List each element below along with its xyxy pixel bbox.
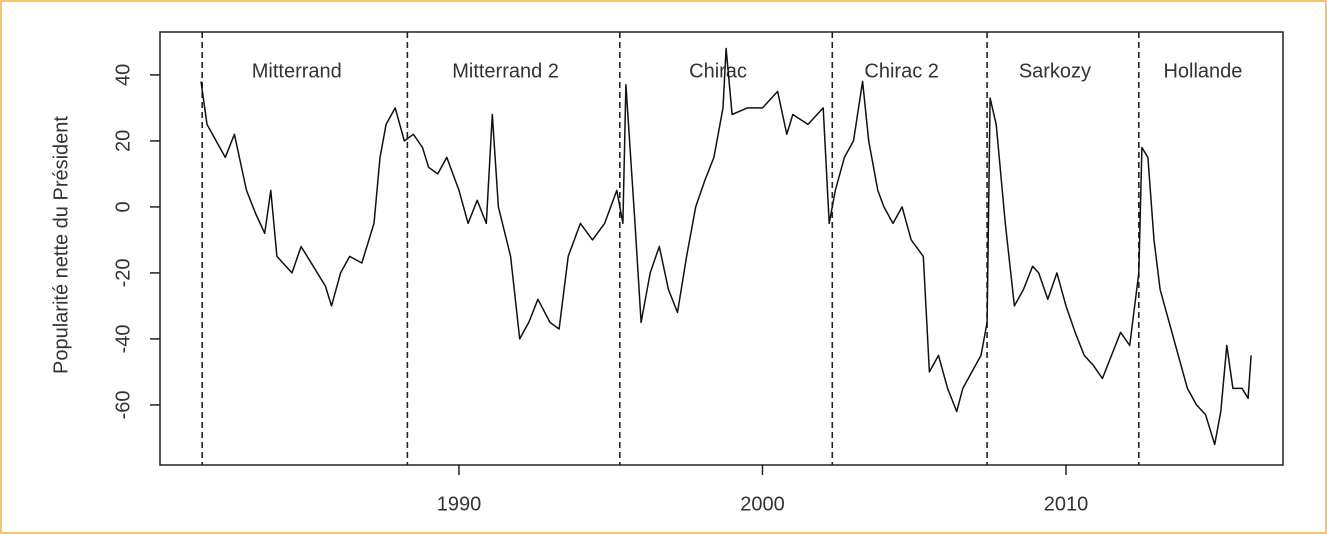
- term-label: Chirac 2: [864, 60, 938, 82]
- y-tick-label: -40: [112, 324, 134, 353]
- plot-frame: [159, 31, 1284, 466]
- x-tick-label: 1990: [437, 493, 482, 515]
- x-tick-label: 2000: [740, 493, 785, 515]
- term-label: Mitterrand 2: [452, 60, 559, 82]
- term-label: Sarkozy: [1019, 60, 1091, 82]
- x-tick-label: 2010: [1044, 493, 1089, 515]
- y-axis-label: Popularité nette du Président: [50, 116, 72, 374]
- y-tick-label: -60: [112, 390, 134, 419]
- y-tick-label: -20: [112, 258, 134, 287]
- y-tick-label: 20: [112, 130, 134, 152]
- line-series: [200, 47, 1252, 446]
- term-label: Chirac: [689, 60, 747, 82]
- y-tick-label: 40: [112, 64, 134, 86]
- term-label: Mitterrand: [252, 60, 342, 82]
- term-label: Hollande: [1163, 60, 1242, 82]
- y-tick-label: 0: [112, 201, 134, 212]
